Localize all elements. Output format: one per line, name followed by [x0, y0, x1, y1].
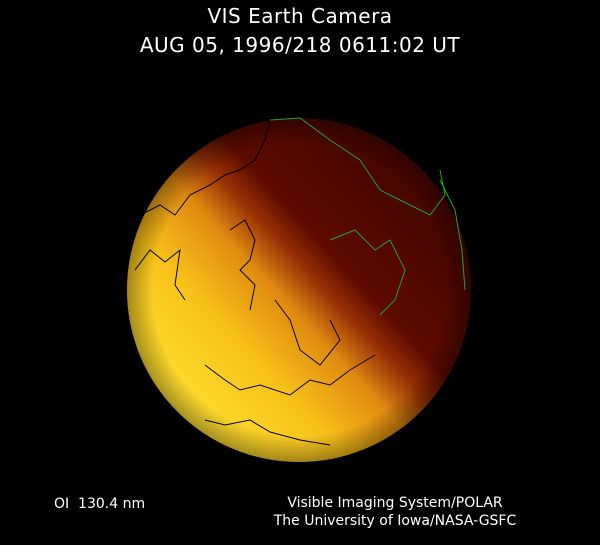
- image-title: VIS Earth Camera: [207, 4, 393, 28]
- coastlines-day: [134, 119, 376, 446]
- credit-line-2: The University of Iowa/NASA-GSFC: [273, 513, 517, 529]
- wavelength-label: OI 130.4 nm: [54, 496, 146, 512]
- coastlines-night: [269, 117, 466, 316]
- image-timestamp: AUG 05, 1996/218 0611:02 UT: [139, 33, 461, 57]
- credit-block: Visible Imaging System/POLAR The Univers…: [250, 494, 540, 530]
- credit-line-1: Visible Imaging System/POLAR: [287, 495, 503, 511]
